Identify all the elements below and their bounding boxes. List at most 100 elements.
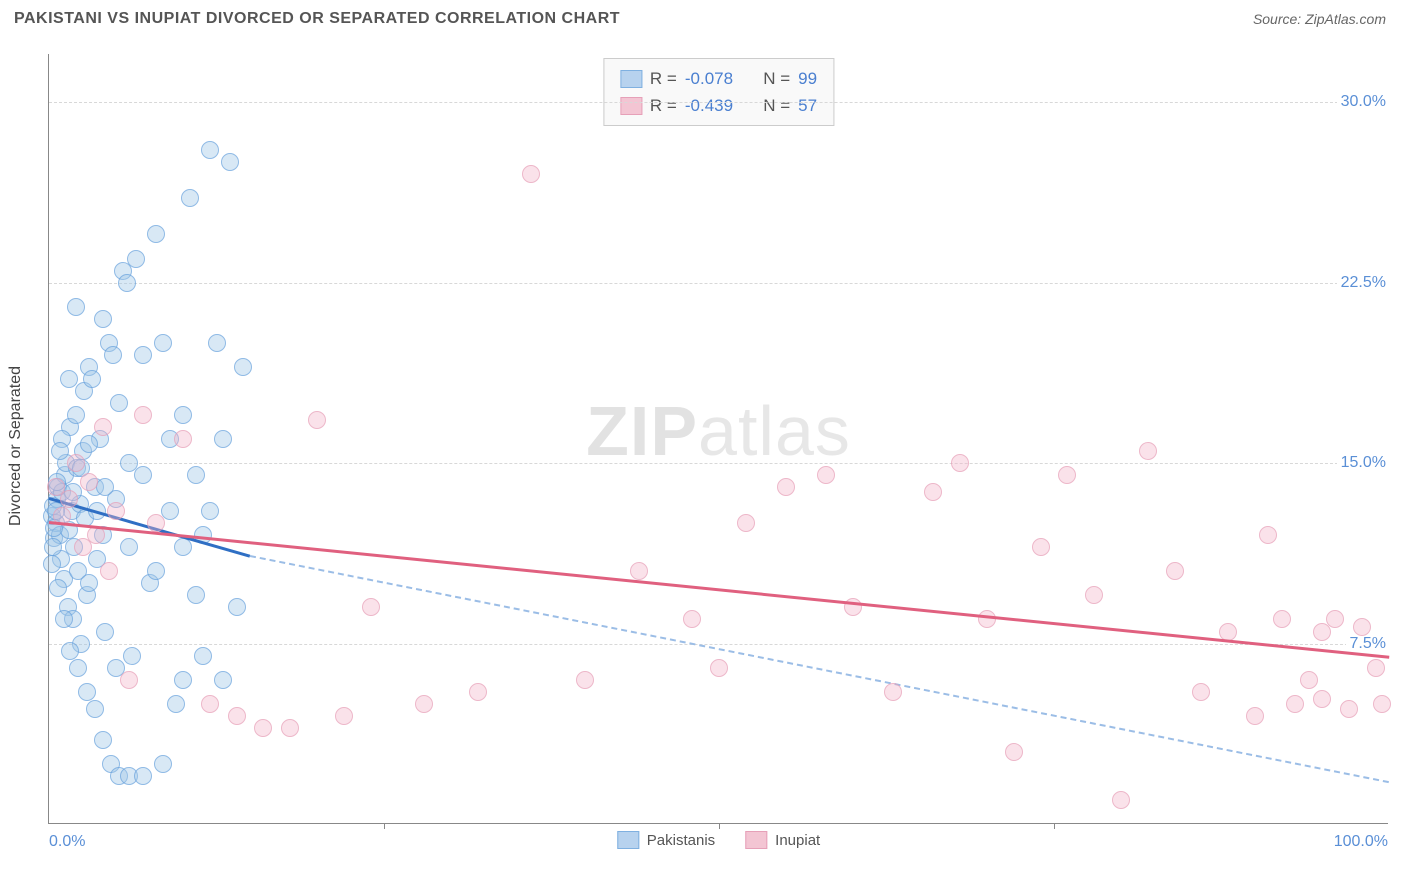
data-point <box>107 502 125 520</box>
data-point <box>335 707 353 725</box>
data-point <box>167 695 185 713</box>
data-point <box>1058 466 1076 484</box>
data-point <box>1219 623 1237 641</box>
data-point <box>86 700 104 718</box>
data-point <box>924 483 942 501</box>
data-point <box>174 430 192 448</box>
x-tick-mark <box>719 823 720 829</box>
data-point <box>94 731 112 749</box>
data-point <box>469 683 487 701</box>
data-point <box>978 610 996 628</box>
data-point <box>710 659 728 677</box>
x-tick-mark <box>384 823 385 829</box>
data-point <box>94 310 112 328</box>
data-point <box>1286 695 1304 713</box>
data-point <box>181 189 199 207</box>
x-tick-label: 0.0% <box>49 833 85 851</box>
data-point <box>1005 743 1023 761</box>
data-point <box>69 659 87 677</box>
data-point <box>415 695 433 713</box>
legend-swatch <box>617 831 639 849</box>
series-name: Pakistanis <box>647 832 715 849</box>
data-point <box>78 683 96 701</box>
source-credit: Source: ZipAtlas.com <box>1253 11 1386 27</box>
series-name: Inupiat <box>775 832 820 849</box>
data-point <box>1139 442 1157 460</box>
legend-r-value: -0.439 <box>685 92 733 119</box>
data-point <box>154 334 172 352</box>
data-point <box>147 562 165 580</box>
data-point <box>630 562 648 580</box>
data-point <box>254 719 272 737</box>
data-point <box>80 574 98 592</box>
data-point <box>214 671 232 689</box>
data-point <box>96 478 114 496</box>
chart-title: PAKISTANI VS INUPIAT DIVORCED OR SEPARAT… <box>14 10 620 28</box>
data-point <box>80 473 98 491</box>
data-point <box>228 707 246 725</box>
x-tick-mark <box>1054 823 1055 829</box>
data-point <box>1300 671 1318 689</box>
data-point <box>308 411 326 429</box>
data-point <box>194 647 212 665</box>
correlation-legend: R = -0.078 N = 99R = -0.439 N = 57 <box>603 58 834 126</box>
data-point <box>1273 610 1291 628</box>
trend-line <box>250 555 1389 783</box>
data-point <box>1313 690 1331 708</box>
legend-row: R = -0.439 N = 57 <box>620 92 817 119</box>
x-tick-label: 100.0% <box>1334 833 1388 851</box>
data-point <box>201 502 219 520</box>
data-point <box>362 598 380 616</box>
legend-swatch <box>745 831 767 849</box>
data-point <box>110 394 128 412</box>
data-point <box>60 370 78 388</box>
gridline <box>49 283 1388 284</box>
data-point <box>83 370 101 388</box>
data-point <box>228 598 246 616</box>
data-point <box>120 538 138 556</box>
y-tick-label: 30.0% <box>1337 91 1390 113</box>
data-point <box>1373 695 1391 713</box>
y-tick-label: 22.5% <box>1337 272 1390 294</box>
series-legend-item: Pakistanis <box>617 831 715 849</box>
data-point <box>187 586 205 604</box>
data-point <box>61 642 79 660</box>
data-point <box>208 334 226 352</box>
trend-line <box>49 521 1389 658</box>
data-point <box>817 466 835 484</box>
data-point <box>55 610 73 628</box>
gridline <box>49 102 1388 103</box>
data-point <box>94 418 112 436</box>
data-point <box>127 250 145 268</box>
data-point <box>134 406 152 424</box>
legend-row: R = -0.078 N = 99 <box>620 65 817 92</box>
series-legend: Pakistanis Inupiat <box>617 831 820 849</box>
legend-swatch <box>620 97 642 115</box>
data-point <box>67 454 85 472</box>
data-point <box>67 298 85 316</box>
data-point <box>187 466 205 484</box>
data-point <box>884 683 902 701</box>
data-point <box>120 671 138 689</box>
data-point <box>147 514 165 532</box>
data-point <box>1246 707 1264 725</box>
data-point <box>201 141 219 159</box>
data-point <box>134 466 152 484</box>
y-axis-label: Divorced or Separated <box>7 366 25 526</box>
data-point <box>201 695 219 713</box>
data-point <box>737 514 755 532</box>
data-point <box>1166 562 1184 580</box>
data-point <box>118 274 136 292</box>
data-point <box>43 555 61 573</box>
data-point <box>174 538 192 556</box>
data-point <box>281 719 299 737</box>
data-point <box>104 346 122 364</box>
data-point <box>1367 659 1385 677</box>
data-point <box>60 490 78 508</box>
watermark: ZIPatlas <box>586 391 851 471</box>
data-point <box>214 430 232 448</box>
data-point <box>174 671 192 689</box>
data-point <box>174 406 192 424</box>
data-point <box>1353 618 1371 636</box>
data-point <box>683 610 701 628</box>
